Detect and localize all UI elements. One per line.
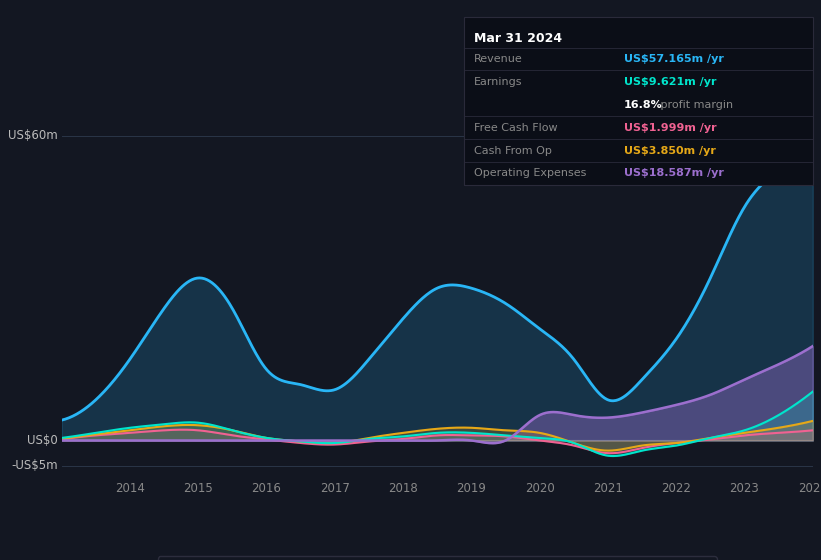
Text: 2014: 2014 — [115, 482, 144, 495]
Text: 16.8%: 16.8% — [624, 100, 663, 110]
Text: US$3.850m /yr: US$3.850m /yr — [624, 146, 716, 156]
Text: 2015: 2015 — [183, 482, 213, 495]
Text: US$18.587m /yr: US$18.587m /yr — [624, 169, 724, 179]
Text: US$0: US$0 — [27, 434, 58, 447]
Text: US$9.621m /yr: US$9.621m /yr — [624, 77, 717, 87]
Text: US$57.165m /yr: US$57.165m /yr — [624, 54, 724, 64]
Text: US$60m: US$60m — [8, 129, 58, 142]
Text: Revenue: Revenue — [474, 54, 522, 64]
Text: 2023: 2023 — [730, 482, 759, 495]
Text: 2017: 2017 — [320, 482, 350, 495]
Text: Free Cash Flow: Free Cash Flow — [474, 123, 557, 133]
Text: 2020: 2020 — [525, 482, 554, 495]
Text: 2021: 2021 — [593, 482, 623, 495]
Text: profit margin: profit margin — [657, 100, 733, 110]
Text: US$1.999m /yr: US$1.999m /yr — [624, 123, 717, 133]
Text: 2024: 2024 — [798, 482, 821, 495]
Text: 2019: 2019 — [456, 482, 486, 495]
Text: -US$5m: -US$5m — [11, 459, 58, 472]
Text: Operating Expenses: Operating Expenses — [474, 169, 586, 179]
Text: Cash From Op: Cash From Op — [474, 146, 552, 156]
Legend: Revenue, Earnings, Free Cash Flow, Cash From Op, Operating Expenses: Revenue, Earnings, Free Cash Flow, Cash … — [158, 556, 717, 560]
Text: 2016: 2016 — [251, 482, 282, 495]
Text: 2022: 2022 — [661, 482, 691, 495]
Text: Earnings: Earnings — [474, 77, 522, 87]
Text: Mar 31 2024: Mar 31 2024 — [474, 31, 562, 45]
Text: 2018: 2018 — [388, 482, 418, 495]
